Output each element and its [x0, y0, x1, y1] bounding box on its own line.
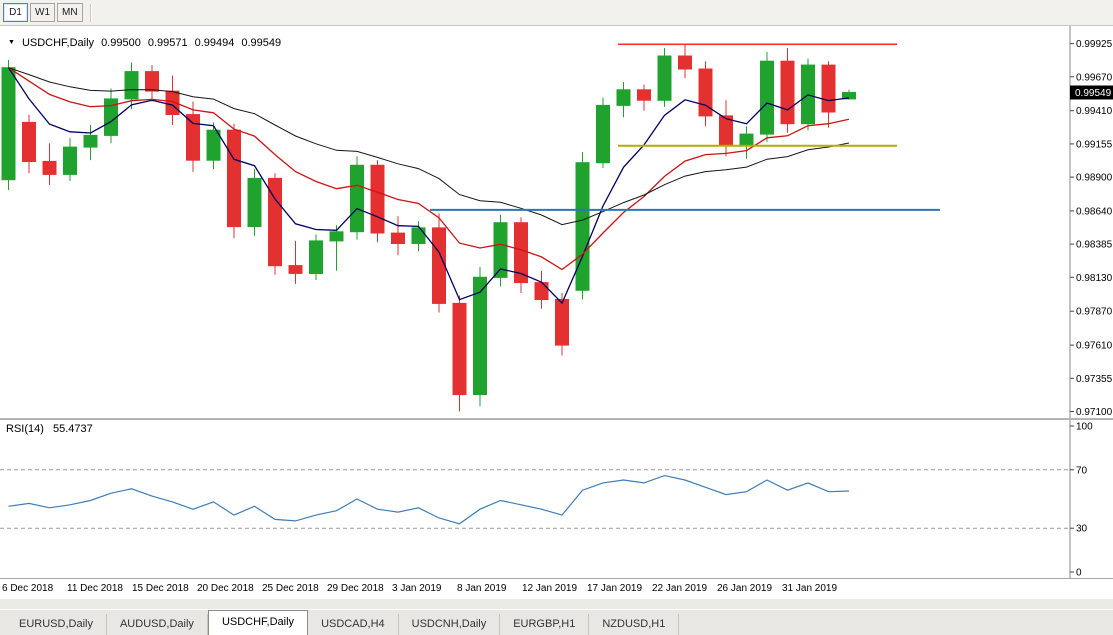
svg-text:0.99670: 0.99670	[1076, 72, 1113, 83]
x-axis-label: 17 Jan 2019	[587, 583, 643, 594]
quote-close: 0.99549	[241, 37, 282, 49]
x-axis-label: 22 Jan 2019	[652, 583, 708, 594]
x-axis-label: 8 Jan 2019	[457, 583, 507, 594]
svg-text:0.99410: 0.99410	[1076, 106, 1113, 117]
rsi-indicator-pane[interactable]: 100 70 30 0 RSI(14) 55.4737	[0, 420, 1113, 579]
rsi-label: RSI(14) 55.4737	[6, 423, 99, 435]
svg-text:0.99549: 0.99549	[1075, 88, 1112, 99]
x-axis-label: 31 Jan 2019	[782, 583, 838, 594]
svg-text:0.99155: 0.99155	[1076, 139, 1113, 150]
rsi-name: RSI(14)	[6, 423, 44, 435]
svg-text:0.97100: 0.97100	[1076, 407, 1113, 418]
main-price-chart[interactable]: 0.99925 0.99670 0.99410 0.99155 0.98900 0.986…	[0, 26, 1113, 418]
svg-text:70: 70	[1076, 465, 1088, 476]
tab-usdcad-h4[interactable]: USDCAD,H4	[308, 614, 399, 635]
svg-text:30: 30	[1076, 524, 1088, 535]
quote-high: 0.99571	[147, 37, 188, 49]
rsi-canvas[interactable]: 100 70 30 0	[0, 420, 1113, 579]
timeframe-toolbar: D1 W1 MN	[0, 0, 1113, 26]
svg-text:0: 0	[1076, 568, 1082, 579]
candlestick-canvas[interactable]: 0.99925 0.99670 0.99410 0.99155 0.98900 0.986…	[0, 26, 1113, 418]
tab-audusd-daily[interactable]: AUDUSD,Daily	[107, 614, 208, 635]
candles	[1, 44, 856, 412]
rsi-value: 55.4737	[52, 423, 93, 435]
chart-header: ▼ USDCHF,Daily 0.99500 0.99571 0.99494 0…	[8, 37, 281, 49]
x-axis-label: 20 Dec 2018	[197, 583, 254, 594]
x-axis-label: 12 Jan 2019	[522, 583, 578, 594]
x-axis-label: 29 Dec 2018	[327, 583, 384, 594]
svg-text:0.99925: 0.99925	[1076, 39, 1113, 50]
symbol-dropdown-icon: ▼	[8, 38, 15, 46]
svg-text:0.97610: 0.97610	[1076, 341, 1113, 352]
timeframe-button-mn[interactable]: MN	[57, 3, 83, 22]
x-axis-label: 26 Jan 2019	[717, 583, 773, 594]
x-axis-label: 3 Jan 2019	[392, 583, 442, 594]
slow-ma	[8, 67, 850, 226]
svg-text:0.98900: 0.98900	[1076, 173, 1113, 184]
tab-nzdusd-h1[interactable]: NZDUSD,H1	[589, 614, 680, 635]
svg-text:0.98385: 0.98385	[1076, 240, 1113, 251]
chart-window: 0.99925 0.99670 0.99410 0.99155 0.98900 0.986…	[0, 26, 1113, 599]
quote-open: 0.99500	[101, 37, 141, 49]
pane-divider[interactable]	[0, 418, 1113, 420]
x-axis-label: 15 Dec 2018	[132, 583, 189, 594]
x-axis-label: 11 Dec 2018	[67, 583, 123, 594]
tab-usdcnh-daily[interactable]: USDCNH,Daily	[399, 614, 501, 635]
svg-text:0.97355: 0.97355	[1076, 374, 1113, 385]
x-axis-label: 6 Dec 2018	[2, 583, 54, 594]
chart-tabs-bar: EURUSD,Daily AUDUSD,Daily USDCHF,Daily USDC…	[0, 609, 1113, 635]
time-axis[interactable]: 6 Dec 2018 11 Dec 2018 15 Dec 2018 20 Dec 2…	[0, 578, 1113, 599]
chart-title: USDCHF,Daily	[21, 37, 95, 49]
current-price-badge: 0.99549	[1070, 85, 1113, 100]
svg-text:0.98640: 0.98640	[1076, 206, 1113, 217]
svg-text:0.97870: 0.97870	[1076, 307, 1113, 318]
timeframe-button-d1[interactable]: D1	[3, 3, 28, 22]
timeframe-button-w1[interactable]: W1	[30, 3, 55, 22]
svg-text:100: 100	[1076, 422, 1093, 433]
rsi-line	[8, 474, 850, 525]
tab-eurgbp-h1[interactable]: EURGBP,H1	[500, 614, 590, 635]
medium-ma	[8, 67, 850, 271]
toolbar-separator	[89, 3, 92, 22]
fast-ma	[7, 67, 850, 305]
tab-eurusd-daily[interactable]: EURUSD,Daily	[6, 614, 107, 635]
svg-text:0.98130: 0.98130	[1076, 273, 1113, 284]
tab-usdchf-daily[interactable]: USDCHF,Daily	[207, 610, 309, 635]
x-axis-label: 25 Dec 2018	[262, 583, 319, 594]
quote-low: 0.99494	[194, 37, 235, 49]
